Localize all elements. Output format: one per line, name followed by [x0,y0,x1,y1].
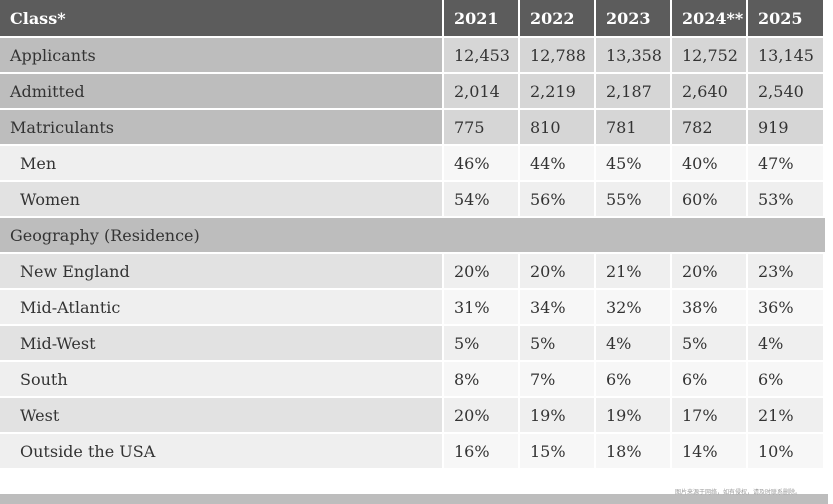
header-year-2025: 2025 [748,0,825,38]
table-cell: 10% [748,434,825,470]
table-cell: 2,640 [672,74,748,110]
table-cell: 20% [520,254,596,290]
table-cell: 4% [596,326,672,362]
row-label: Women [0,182,444,218]
table-cell: 40% [672,146,748,182]
table-cell: 12,788 [520,38,596,74]
table-cell: 7% [520,362,596,398]
table-cell: 53% [748,182,825,218]
row-label: South [0,362,444,398]
table-cell: 13,145 [748,38,825,74]
table-cell: 15% [520,434,596,470]
table-cell: 12,752 [672,38,748,74]
table-cell: 47% [748,146,825,182]
row-label: New England [0,254,444,290]
table-cell: 19% [596,398,672,434]
watermark-text: 图片来源于网络，如有侵权，请及时联系删除。 [674,489,801,496]
table-cell: 38% [672,290,748,326]
header-year-2022: 2022 [520,0,596,38]
table-cell: 44% [520,146,596,182]
row-label: Outside the USA [0,434,444,470]
row-label: Mid-West [0,326,444,362]
row-label: Admitted [0,74,444,110]
header-year-2021: 2021 [444,0,520,38]
row-label: West [0,398,444,434]
table-cell: 31% [444,290,520,326]
table-cell: 6% [748,362,825,398]
table-cell: 2,014 [444,74,520,110]
admissions-table: Class* 2021 2022 2023 2024** 2025 Applic… [0,0,825,470]
table-cell: 36% [748,290,825,326]
row-label: Applicants [0,38,444,74]
table-cell: 14% [672,434,748,470]
table-footer-strip [0,494,828,504]
table-cell: 775 [444,110,520,146]
table-cell: 12,453 [444,38,520,74]
header-year-2024: 2024** [672,0,748,38]
table-cell: 8% [444,362,520,398]
table-cell: 20% [444,398,520,434]
table-cell: 6% [672,362,748,398]
table-cell: 21% [596,254,672,290]
row-label: Mid-Atlantic [0,290,444,326]
table-cell: 810 [520,110,596,146]
table-cell: 782 [672,110,748,146]
table-cell: 21% [748,398,825,434]
table-cell: 2,187 [596,74,672,110]
table-cell: 5% [672,326,748,362]
table-cell: 20% [672,254,748,290]
table-cell: 32% [596,290,672,326]
table-cell: 45% [596,146,672,182]
table-cell: 781 [596,110,672,146]
table-cell: 2,540 [748,74,825,110]
header-class-label: Class* [0,0,444,38]
table-cell: 17% [672,398,748,434]
table-cell: 19% [520,398,596,434]
table-cell: 60% [672,182,748,218]
table-cell: 6% [596,362,672,398]
table-cell: 34% [520,290,596,326]
row-label: Men [0,146,444,182]
table-cell: 20% [444,254,520,290]
table-cell: 56% [520,182,596,218]
table-cell: 55% [596,182,672,218]
table-cell: 4% [748,326,825,362]
table-cell: 46% [444,146,520,182]
table-cell: 23% [748,254,825,290]
table-cell: 18% [596,434,672,470]
table-cell: 5% [520,326,596,362]
header-year-2023: 2023 [596,0,672,38]
table-cell: 54% [444,182,520,218]
table-cell: 16% [444,434,520,470]
table-cell: 919 [748,110,825,146]
row-label: Matriculants [0,110,444,146]
table-cell: 2,219 [520,74,596,110]
table-cell: 5% [444,326,520,362]
section-geography: Geography (Residence) [0,218,825,254]
table-cell: 13,358 [596,38,672,74]
